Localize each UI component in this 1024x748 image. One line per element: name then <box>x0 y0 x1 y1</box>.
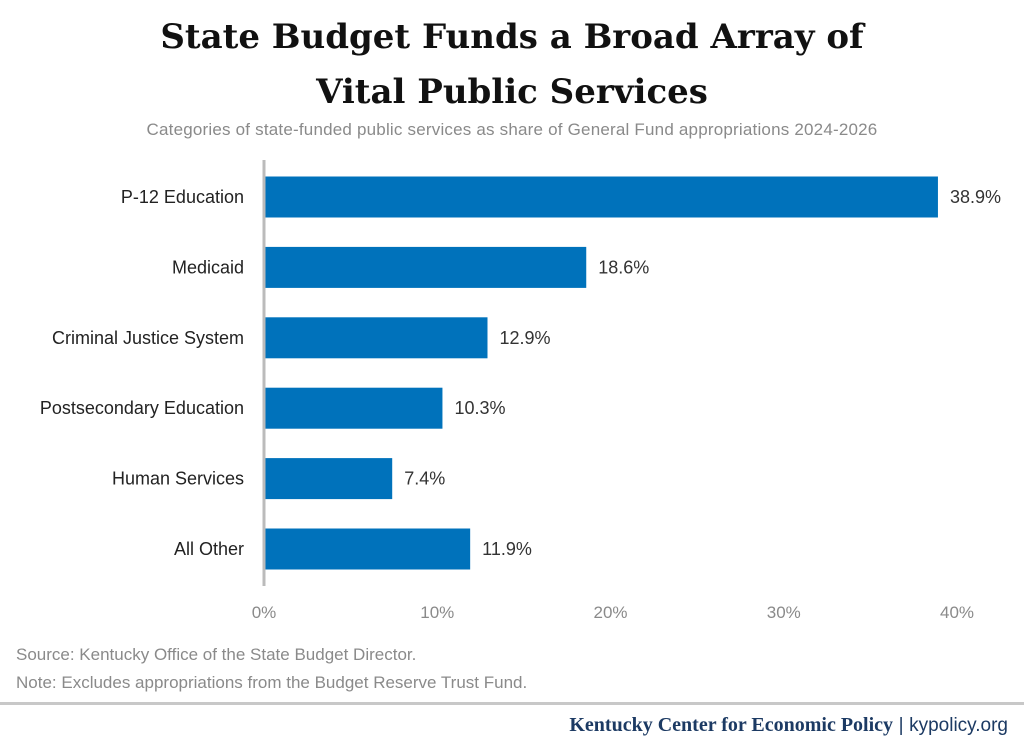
x-tick-label: 40% <box>940 603 974 622</box>
chart-subtitle: Categories of state-funded public servic… <box>146 120 878 139</box>
data-label: 38.9% <box>950 187 1001 207</box>
x-tick-label: 10% <box>420 603 454 622</box>
source-note: Source: Kentucky Office of the State Bud… <box>16 645 417 664</box>
data-label: 7.4% <box>404 469 445 489</box>
exclusion-note: Note: Excludes appropriations from the B… <box>16 673 528 692</box>
category-label: P-12 Education <box>121 187 244 207</box>
bar <box>264 458 393 500</box>
category-label: Postsecondary Education <box>40 398 244 418</box>
x-tick-label: 0% <box>252 603 277 622</box>
data-label: 11.9% <box>482 539 532 559</box>
footer-separator: | <box>898 715 904 736</box>
footer-url[interactable]: kypolicy.org <box>909 715 1008 736</box>
chart-title: State Budget Funds a Broad Array of Vita… <box>160 17 864 112</box>
bar <box>264 246 587 288</box>
category-label: All Other <box>174 539 244 559</box>
category-label: Criminal Justice System <box>52 328 244 348</box>
footer-divider <box>0 702 1024 705</box>
data-label: 12.9% <box>499 328 550 348</box>
x-tick-label: 20% <box>593 603 627 622</box>
data-label: 10.3% <box>454 398 505 418</box>
bar-chart: P-12 Education 38.9% Medicaid 18.6% Criminal… <box>40 160 1001 622</box>
footer-org: Kentucky Center for Economic Policy <box>569 714 894 736</box>
bar <box>264 387 443 429</box>
bar <box>264 317 488 359</box>
category-label: Human Services <box>112 469 244 489</box>
bar <box>264 176 938 218</box>
x-tick-label: 30% <box>767 603 801 622</box>
footer: Kentucky Center for Economic Policy | ky… <box>569 714 1008 737</box>
bar <box>264 528 471 570</box>
category-label: Medicaid <box>172 257 244 277</box>
data-label: 18.6% <box>598 257 649 277</box>
